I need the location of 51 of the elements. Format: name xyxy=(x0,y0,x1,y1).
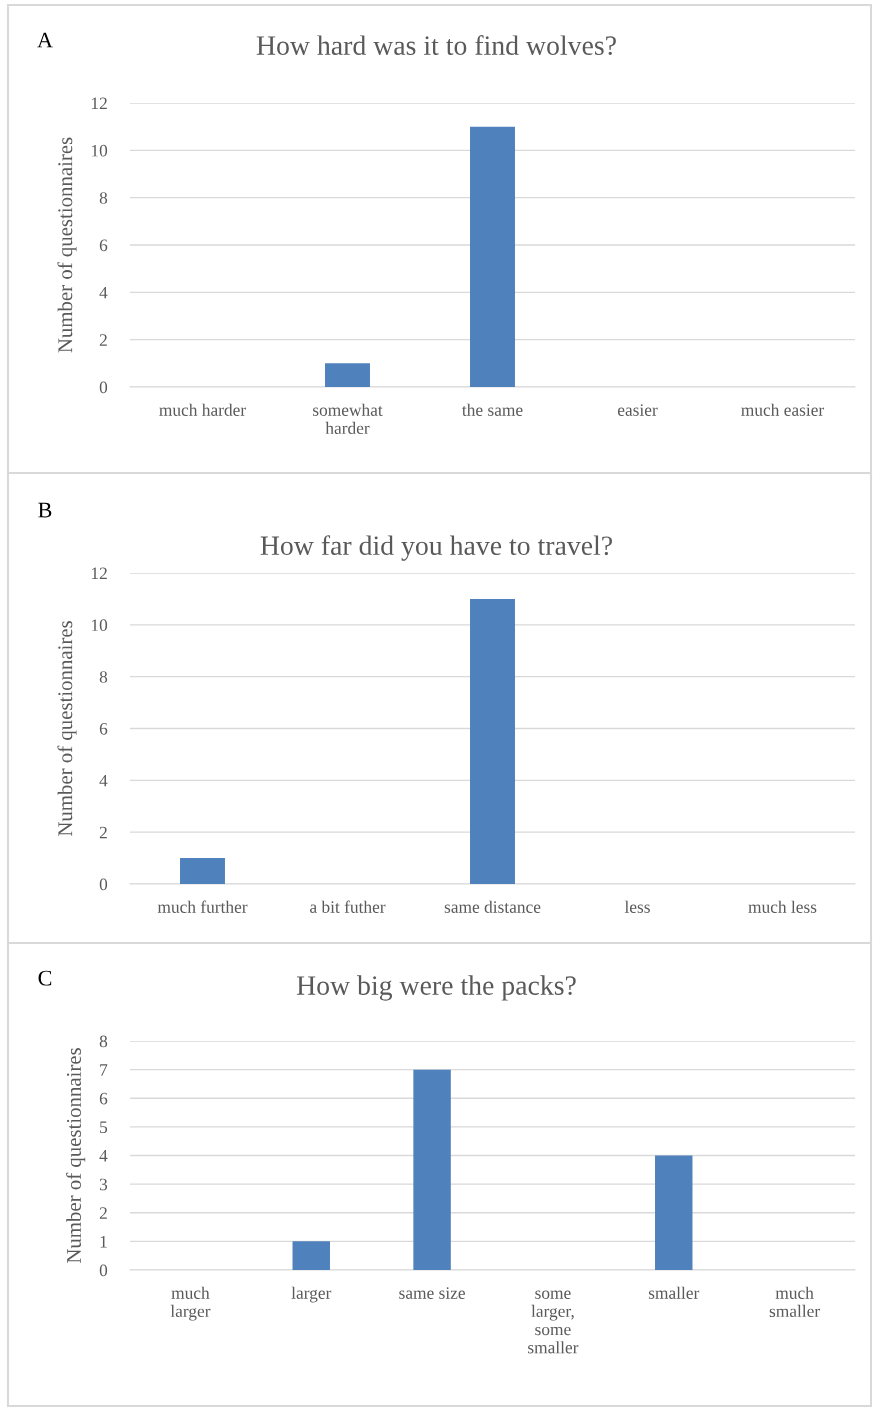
y-tick-label: 0 xyxy=(99,381,108,394)
y-tick-label: 10 xyxy=(91,144,108,157)
y-tick-label: 0 xyxy=(99,878,108,891)
y-axis-title: Number of questionnaires xyxy=(57,621,77,837)
y-tick-label: 6 xyxy=(99,1092,108,1105)
y-tick-label: 1 xyxy=(100,1235,107,1248)
y-tick-label: 6 xyxy=(99,239,108,252)
y-tick-label: 12 xyxy=(91,567,107,580)
y-tick-label: 3 xyxy=(99,1178,108,1191)
chart-title: How far did you have to travel? xyxy=(260,535,612,561)
x-tick-label: much larger xyxy=(170,1286,211,1321)
y-tick-label: 5 xyxy=(100,1121,108,1134)
y-tick-label: 7 xyxy=(100,1064,108,1076)
x-tick-label: some larger, some smaller xyxy=(528,1290,579,1354)
y-tick-label: 0 xyxy=(99,1264,108,1277)
x-tick-label: a bit futher xyxy=(310,900,386,913)
x-tick-label: much harder xyxy=(159,403,246,416)
y-axis-title: Number of questionnaires xyxy=(57,137,77,353)
x-tick-label: same size xyxy=(399,1287,465,1299)
x-tick-label: less xyxy=(624,900,650,913)
text: C xyxy=(38,970,52,986)
x-tick-label: somewhat harder xyxy=(313,403,383,435)
y-tick-label: 8 xyxy=(99,192,108,204)
text: A xyxy=(37,32,53,48)
y-tick-label: 12 xyxy=(91,97,107,110)
x-tick-label: the same xyxy=(462,403,523,416)
x-tick-label: same distance xyxy=(444,900,541,913)
x-tick-label: easier xyxy=(617,404,658,416)
x-tick-label: much easier xyxy=(741,403,825,416)
y-tick-label: 4 xyxy=(99,1150,108,1162)
x-tick-label: much further xyxy=(157,900,248,913)
y-tick-label: 10 xyxy=(91,619,108,632)
y-tick-label: 8 xyxy=(99,1035,108,1048)
bar xyxy=(292,1241,330,1270)
y-tick-label: 4 xyxy=(99,774,108,787)
x-tick-label: larger xyxy=(291,1286,332,1303)
y-tick-label: 6 xyxy=(99,723,108,735)
text: B xyxy=(38,502,52,518)
x-tick-label: much less xyxy=(748,900,817,913)
x-tick-label: much smaller xyxy=(769,1286,820,1318)
bar xyxy=(413,1069,451,1270)
y-axis-title: Number of questionnaires xyxy=(66,1048,86,1264)
chart-title: How big were the packs? xyxy=(296,975,576,1001)
chart-title: How hard was it to find wolves? xyxy=(256,35,616,56)
bar xyxy=(655,1155,693,1270)
x-tick-label: smaller xyxy=(648,1286,700,1299)
y-tick-label: 2 xyxy=(99,1207,107,1219)
y-tick-label: 4 xyxy=(99,286,108,299)
y-tick-label: 2 xyxy=(99,826,107,839)
y-tick-label: 2 xyxy=(99,334,107,346)
y-tick-label: 8 xyxy=(99,671,108,683)
